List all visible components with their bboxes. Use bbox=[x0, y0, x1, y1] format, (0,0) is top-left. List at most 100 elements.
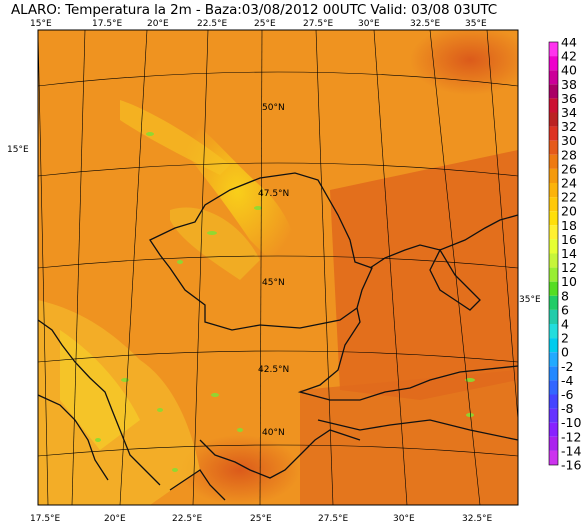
bottom-axis: 17.5°E 20°E 22.5°E 25°E 27.5°E 30°E 32.5… bbox=[30, 514, 493, 524]
lat-label: 42.5°N bbox=[258, 365, 289, 375]
top-tick-label: 25°E bbox=[254, 19, 276, 29]
lat-label: 47.5°N bbox=[258, 189, 289, 199]
colorbar-label: 28 bbox=[561, 147, 577, 162]
bottom-tick-label: 22.5°E bbox=[172, 514, 203, 524]
top-tick-label: 30°E bbox=[358, 19, 380, 29]
bottom-tick-label: 27.5°E bbox=[318, 514, 349, 524]
colorbar-label: 32 bbox=[561, 119, 577, 134]
colorbar-label: -14 bbox=[561, 443, 581, 458]
colorbar-swatch bbox=[549, 450, 558, 465]
colorbar-swatch bbox=[549, 211, 558, 226]
top-tick-label: 22.5°E bbox=[197, 19, 228, 29]
colorbar-swatch bbox=[549, 70, 558, 85]
colorbar-swatch bbox=[549, 42, 558, 57]
colorbar-label: -6 bbox=[561, 387, 574, 402]
top-tick-label: 17.5°E bbox=[92, 19, 123, 29]
colorbar-swatch bbox=[549, 168, 558, 183]
colorbar-swatch bbox=[549, 112, 558, 127]
colorbar-label: 16 bbox=[561, 232, 577, 247]
colorbar-swatch bbox=[549, 324, 558, 339]
lat-label: 40°N bbox=[262, 428, 285, 438]
colorbar-swatch bbox=[549, 56, 558, 71]
top-tick-label: 27.5°E bbox=[303, 19, 334, 29]
lat-label: 45°N bbox=[262, 278, 285, 288]
colorbar-label: 44 bbox=[561, 38, 577, 50]
top-tick-label: 32.5°E bbox=[410, 19, 441, 29]
bottom-tick-label: 25°E bbox=[250, 514, 272, 524]
boundaries bbox=[37, 172, 519, 501]
top-axis: 15°E 17.5°E 20°E 22.5°E 25°E 27.5°E 30°E… bbox=[30, 19, 487, 29]
colorbar-swatch bbox=[549, 281, 558, 296]
colorbar-label: 14 bbox=[561, 246, 577, 261]
colorbar-swatch bbox=[549, 140, 558, 155]
colorbar-label: 4 bbox=[561, 317, 569, 332]
colorbar-label: 22 bbox=[561, 190, 577, 205]
colorbar-label: 36 bbox=[561, 91, 577, 106]
colorbar-swatch bbox=[549, 84, 558, 99]
colorbar-label: -12 bbox=[561, 429, 581, 444]
top-tick-label: 35°E bbox=[465, 19, 487, 29]
bottom-tick-label: 32.5°E bbox=[462, 514, 493, 524]
bottom-tick-label: 20°E bbox=[104, 514, 126, 524]
colorbar-label: 0 bbox=[561, 345, 569, 360]
temperature-map: 15°E 17.5°E 20°E 22.5°E 25°E 27.5°E 30°E… bbox=[7, 19, 540, 524]
colorbar-swatch bbox=[549, 366, 558, 381]
latitude-labels: 50°N 47.5°N 45°N 42.5°N 40°N bbox=[258, 103, 289, 438]
lat-label: 50°N bbox=[262, 103, 285, 113]
colorbar-label: 12 bbox=[561, 260, 577, 275]
colorbar-swatch bbox=[549, 239, 558, 254]
bottom-tick-label: 17.5°E bbox=[30, 514, 61, 524]
colorbar-label: 38 bbox=[561, 77, 577, 92]
colorbar-label: 24 bbox=[561, 176, 577, 191]
colorbar-label: 42 bbox=[561, 49, 577, 64]
colorbar-swatch bbox=[549, 422, 558, 437]
colorbar-swatch bbox=[549, 380, 558, 395]
colorbar-label: 20 bbox=[561, 204, 577, 219]
top-tick-label: 20°E bbox=[147, 19, 169, 29]
temperature-field bbox=[38, 30, 518, 505]
colorbar-swatch bbox=[549, 338, 558, 353]
colorbar-label: -2 bbox=[561, 359, 573, 374]
colorbar-swatch bbox=[549, 154, 558, 169]
colorbar-label: -8 bbox=[561, 401, 574, 416]
colorbar-swatch bbox=[549, 253, 558, 268]
turkey-coast bbox=[317, 419, 519, 441]
crimea bbox=[429, 248, 481, 311]
right-lon-label: 35°E bbox=[519, 295, 540, 305]
colorbar-swatch bbox=[549, 408, 558, 423]
colorbar-swatch bbox=[549, 394, 558, 409]
colorbar-label: -16 bbox=[561, 458, 581, 473]
colorbar-label: -4 bbox=[561, 373, 574, 388]
italy-heel bbox=[37, 394, 109, 481]
graticule bbox=[37, 29, 519, 506]
map-frame bbox=[37, 29, 519, 506]
colorbar-label: 30 bbox=[561, 133, 577, 148]
colorbar-label: 8 bbox=[561, 288, 569, 303]
colorbar-label: 26 bbox=[561, 161, 577, 176]
map-title: ALARO: Temperatura la 2m - Baza:03/08/20… bbox=[11, 2, 498, 18]
colorbar-swatch bbox=[549, 309, 558, 324]
colorbar-swatch bbox=[549, 352, 558, 367]
colorbar-swatch bbox=[549, 126, 558, 141]
colorbar-label: 40 bbox=[561, 63, 577, 78]
colorbar-swatch bbox=[549, 436, 558, 451]
romania-border bbox=[149, 172, 373, 331]
colorbar-label: 10 bbox=[561, 274, 577, 289]
greece-south bbox=[169, 469, 226, 501]
colorbar-swatch bbox=[549, 225, 558, 240]
colorbar-label: -10 bbox=[561, 415, 581, 430]
aegean-coast bbox=[199, 429, 361, 479]
colorbar-swatch bbox=[549, 197, 558, 212]
colorbar-label: 2 bbox=[561, 331, 569, 346]
adriatic-coast bbox=[37, 319, 161, 486]
colorbar-label: 18 bbox=[561, 218, 577, 233]
colorbar-swatch bbox=[549, 98, 558, 113]
black-sea-coast bbox=[297, 307, 519, 401]
colorbar-label: 6 bbox=[561, 302, 569, 317]
colorbar-swatch bbox=[549, 267, 558, 282]
colorbar-frame bbox=[548, 41, 559, 466]
colorbar-label: 34 bbox=[561, 105, 577, 120]
colorbar-swatch bbox=[549, 295, 558, 310]
bottom-tick-label: 30°E bbox=[393, 514, 415, 524]
colorbar: 4442403836343230282624222018161412108642… bbox=[548, 38, 581, 473]
